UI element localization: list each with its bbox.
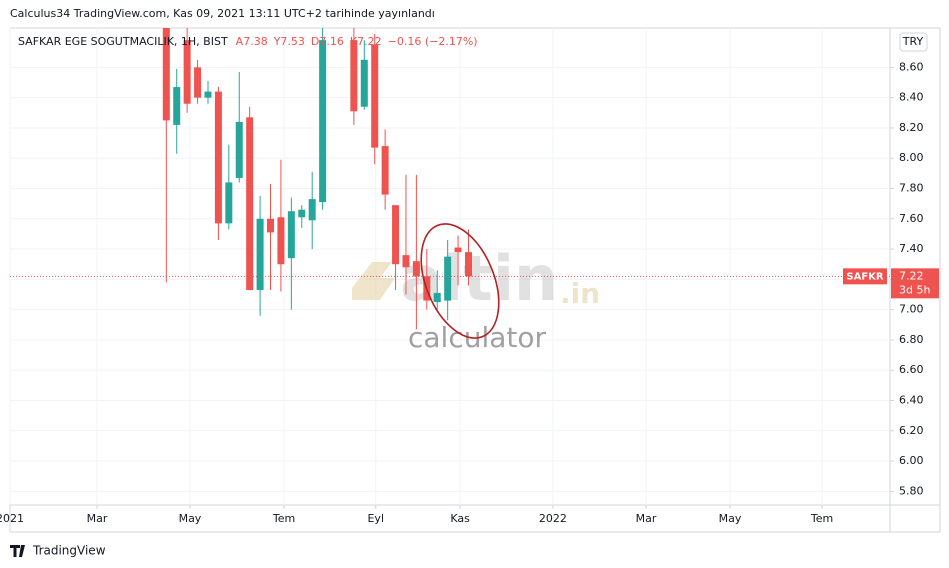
x-tick-label: 2022 bbox=[539, 512, 567, 525]
candle-body bbox=[214, 91, 222, 224]
y-tick-label: 8.40 bbox=[899, 91, 924, 104]
x-tick-label: Eyl bbox=[367, 512, 384, 525]
candle-body bbox=[277, 217, 285, 265]
legend-value: D7.16 bbox=[311, 35, 344, 48]
x-tick-label: May bbox=[179, 512, 202, 525]
legend-value: A7.38 bbox=[236, 35, 268, 48]
legend-value: −0.16 (−2.17%) bbox=[388, 35, 478, 48]
candle-body bbox=[162, 28, 170, 121]
candle-body bbox=[360, 59, 368, 107]
x-tick-label: Kas bbox=[450, 512, 470, 525]
candle-body bbox=[225, 182, 233, 224]
candle-body bbox=[444, 256, 452, 301]
symbol: SAFKAR EGE SOGUTMACILIK, 1H, BIST bbox=[18, 35, 228, 48]
candle-body bbox=[246, 117, 254, 290]
price-tag bbox=[891, 268, 939, 299]
x-tick-label: Mar bbox=[87, 512, 108, 525]
candle-body bbox=[173, 87, 181, 125]
candles bbox=[162, 28, 472, 330]
candle-body bbox=[464, 252, 472, 277]
footer: TradingView bbox=[32, 544, 106, 558]
y-tick-label: 8.60 bbox=[899, 60, 924, 73]
x-tick-label: Tem bbox=[810, 512, 833, 525]
y-tick-label: 6.80 bbox=[899, 333, 924, 346]
x-tick-label: Mar bbox=[636, 512, 657, 525]
candle-body bbox=[381, 146, 389, 195]
x-tick-label: 2021 bbox=[0, 512, 24, 525]
y-tick-label: 6.40 bbox=[899, 394, 924, 407]
y-tick-label: 6.00 bbox=[899, 454, 924, 467]
watermark-logo bbox=[352, 262, 395, 300]
candle-body bbox=[319, 40, 327, 203]
candle-body bbox=[298, 209, 306, 218]
candle-body bbox=[287, 211, 295, 259]
symbol-tag bbox=[843, 268, 887, 285]
price-tag-value: 7.22 bbox=[899, 269, 924, 282]
candle-body bbox=[371, 44, 379, 148]
candle-body bbox=[308, 199, 316, 221]
symbol-tag-text: SAFKR bbox=[846, 271, 884, 282]
y-tick-label: 8.20 bbox=[899, 121, 924, 134]
x-tick-label: May bbox=[719, 512, 742, 525]
y-tick-label: 7.80 bbox=[899, 182, 924, 195]
candle-body bbox=[433, 293, 441, 303]
y-tick-label: 5.80 bbox=[899, 484, 924, 497]
y-tick-label: 8.00 bbox=[899, 151, 924, 164]
candle-body bbox=[350, 40, 358, 112]
currency: TRY bbox=[902, 35, 924, 48]
candle-body bbox=[194, 67, 202, 98]
legend-value: K7.22 bbox=[350, 35, 382, 48]
y-tick-label: 6.20 bbox=[899, 424, 924, 437]
footer-logo bbox=[10, 545, 25, 557]
candle-body bbox=[204, 91, 212, 98]
candle-body bbox=[412, 261, 420, 277]
price-tag-countdown: 3d 5h bbox=[899, 283, 930, 296]
candle-body bbox=[183, 40, 191, 104]
y-tick-label: 7.40 bbox=[899, 242, 924, 255]
candle-body bbox=[402, 255, 410, 268]
x-tick-label: Tem bbox=[272, 512, 295, 525]
candle-body bbox=[267, 218, 275, 233]
candle-body bbox=[256, 218, 264, 290]
candle-body bbox=[392, 205, 400, 265]
candle-body bbox=[454, 247, 462, 253]
watermark-suffix: .in bbox=[560, 277, 600, 310]
annotation-ellipse bbox=[420, 223, 500, 339]
currency-box bbox=[899, 32, 928, 52]
y-tick-label: 7.60 bbox=[899, 212, 924, 225]
y-tick-label: 7.00 bbox=[899, 303, 924, 316]
legend: SAFKAR EGE SOGUTMACILIK, 1H, BIST A7.38 Y… bbox=[18, 35, 478, 48]
y-tick-label: 6.60 bbox=[899, 363, 924, 376]
candle-body bbox=[235, 121, 243, 178]
published-note: Calculus34 TradingView.com, Kas 09, 2021… bbox=[10, 7, 435, 20]
legend-value: Y7.53 bbox=[273, 35, 305, 48]
